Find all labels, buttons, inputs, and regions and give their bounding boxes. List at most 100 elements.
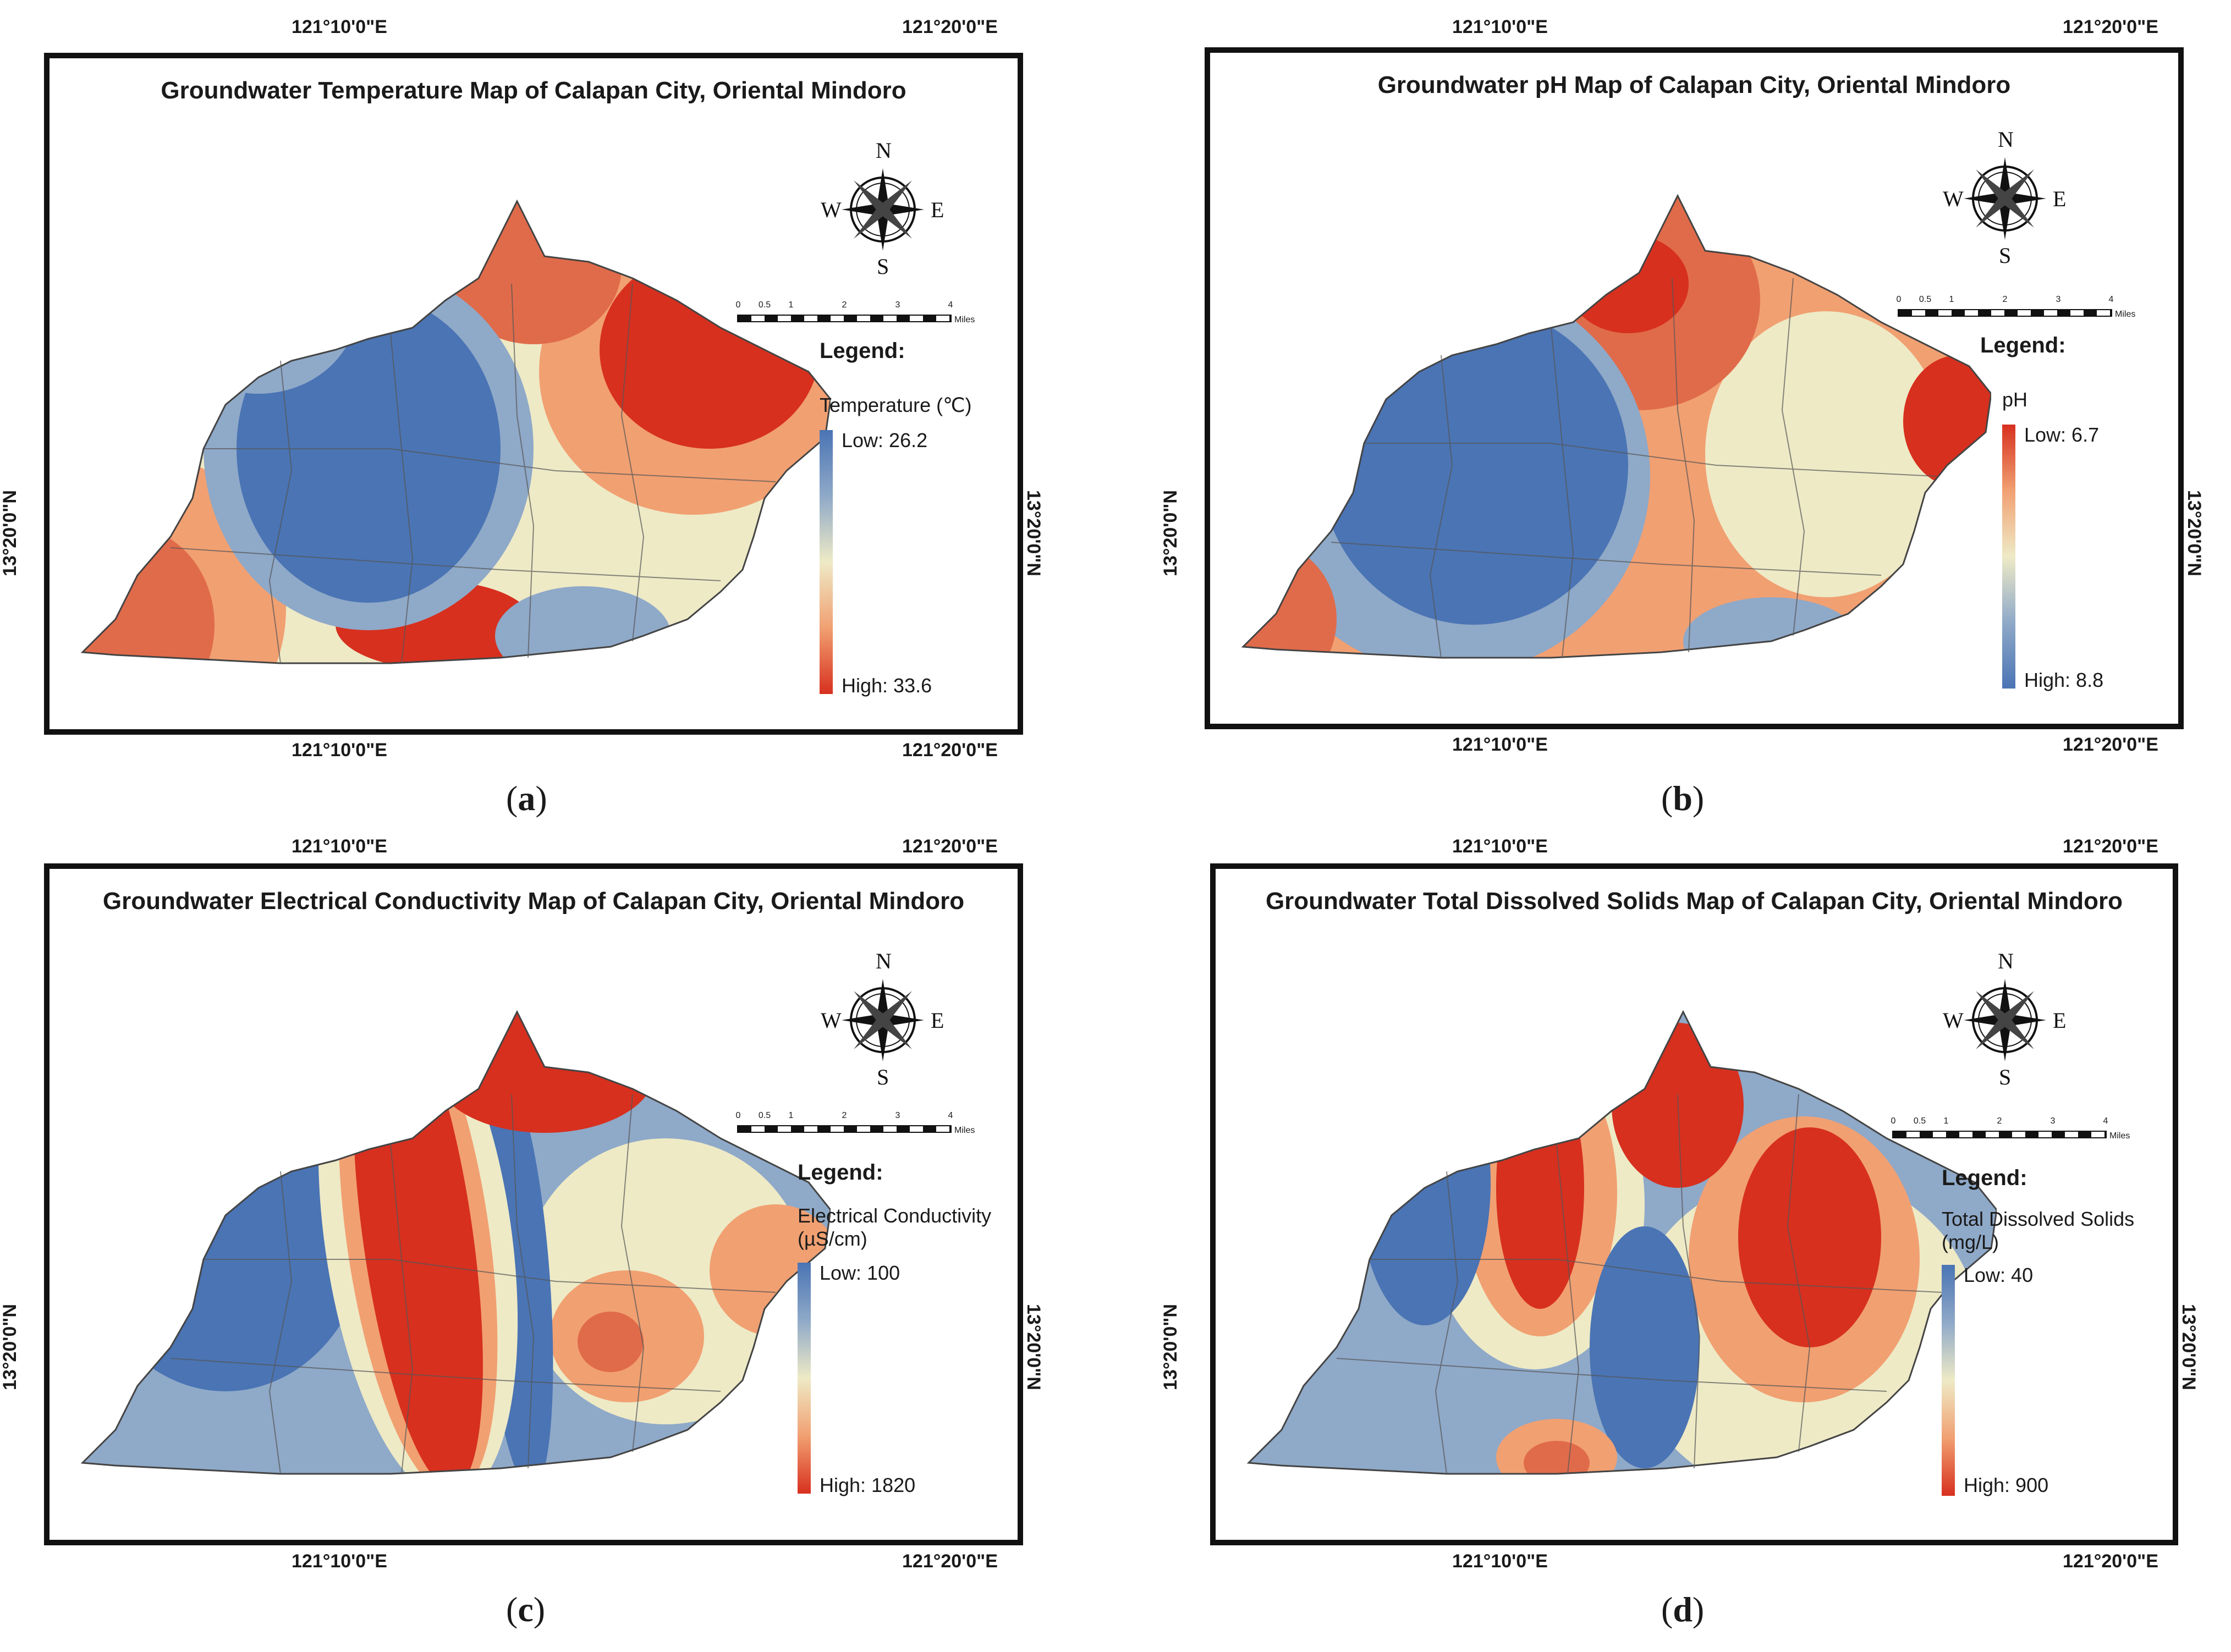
scale-tick: 0 <box>1896 295 1902 304</box>
north-arrow: N S W E <box>820 949 946 1089</box>
legend-low-label: Low: 26.2 <box>842 429 928 451</box>
scale-tick: 0 <box>1891 1116 1896 1126</box>
lat-label-right: 13°20'0"N <box>1023 1304 1044 1390</box>
compass-s: S <box>877 254 889 279</box>
compass-w: W <box>1943 186 1964 211</box>
map-surface <box>80 1010 831 1475</box>
legend-title: Legend: <box>820 339 905 363</box>
legend-low-label: Low: 100 <box>820 1262 900 1284</box>
lat-label-right: 13°20'0"N <box>1023 490 1044 576</box>
scale-tick: 1 <box>788 1111 794 1120</box>
panel-a: 121°10'0"E 121°20'0"E Groundwater Temper… <box>0 0 1111 825</box>
scale-tick: 0 <box>735 300 741 310</box>
panel-c: 121°10'0"E 121°20'0"E Groundwater Electr… <box>0 825 1111 1650</box>
legend-title: Legend: <box>798 1160 883 1185</box>
lon-label-bottom-1: 121°10'0"E <box>1452 734 1548 755</box>
legend-variable-unit: (µS/cm) <box>798 1227 867 1250</box>
caption-letter: a <box>518 779 536 818</box>
lon-label-bottom-2: 121°20'0"E <box>902 740 998 761</box>
compass-s: S <box>1999 1065 2012 1089</box>
lat-label-right: 13°20'0"N <box>2178 1304 2199 1390</box>
panel-caption: (b) <box>1661 779 1705 818</box>
legend-variable: Temperature (℃) <box>820 394 972 416</box>
scale-tick: 3 <box>895 1111 900 1120</box>
legend-variable-unit: (mg/L) <box>1942 1231 1999 1253</box>
scale-ticks: 0 0.5 1 2 3 4 <box>1891 1116 2112 1130</box>
scale-bar-graphic <box>1892 1131 2107 1138</box>
map-frame: Groundwater Electrical Conductivity Map … <box>44 863 1023 1545</box>
compass-rose-icon <box>842 168 924 251</box>
scale-tick: 0 <box>735 1111 741 1120</box>
scale-unit: Miles <box>2109 1131 2130 1141</box>
caption-letter: d <box>1673 1590 1693 1629</box>
compass-n: N <box>876 138 892 163</box>
lon-label-top-1: 121°10'0"E <box>292 836 387 857</box>
legend-color-ramp <box>798 1263 811 1494</box>
legend-color-ramp <box>820 430 833 694</box>
lon-label-top-1: 121°10'0"E <box>1452 16 1548 37</box>
scale-ticks: 0 0.5 1 2 3 4 <box>735 1111 957 1124</box>
compass-w: W <box>821 1008 842 1033</box>
legend-low-label: Low: 6.7 <box>2024 423 2100 446</box>
legend-color-ramp <box>1942 1265 1955 1496</box>
lon-label-bottom-1: 121°10'0"E <box>292 740 387 761</box>
scale-unit: Miles <box>2115 310 2136 319</box>
map-frame: Groundwater Temperature Map of Calapan C… <box>44 53 1023 735</box>
caption-letter: c <box>518 1590 534 1629</box>
north-arrow: N S W E <box>1942 949 2068 1089</box>
compass-e: E <box>2053 186 2067 211</box>
scale-bar: 0 0.5 1 2 3 4 Miles <box>735 1111 975 1149</box>
north-arrow: N S W E <box>820 138 946 279</box>
map-title: Groundwater pH Map of Calapan City, Orie… <box>1377 71 2011 98</box>
compass-rose-icon <box>1964 979 2046 1061</box>
legend-high-label: High: 33.6 <box>842 674 932 697</box>
lon-label-bottom-2: 121°20'0"E <box>2063 734 2158 755</box>
scale-tick: 3 <box>2050 1116 2056 1126</box>
map-surface <box>1241 194 1991 659</box>
compass-e: E <box>931 1008 944 1033</box>
scale-tick: 2 <box>842 1111 847 1120</box>
lon-label-bottom-2: 121°20'0"E <box>2063 1551 2158 1572</box>
compass-s: S <box>877 1065 889 1089</box>
lat-label-left: 13°20'0"N <box>1160 1304 1181 1390</box>
scale-tick: 1 <box>1943 1116 1949 1126</box>
panel-caption: (c) <box>506 1590 546 1629</box>
scale-bar-graphic <box>737 1125 952 1133</box>
legend-high-label: High: 900 <box>1964 1474 2049 1496</box>
compass-e: E <box>931 197 944 222</box>
scale-tick: 3 <box>895 300 900 310</box>
lat-label-left: 13°20'0"N <box>0 1304 20 1390</box>
scale-tick: 0.5 <box>1913 1116 1926 1126</box>
legend-variable: pH <box>2002 388 2028 411</box>
map-title: Groundwater Electrical Conductivity Map … <box>102 888 965 915</box>
legend-title: Legend: <box>1980 333 2066 357</box>
lon-label-top-2: 121°20'0"E <box>2063 16 2158 37</box>
compass-w: W <box>821 197 842 222</box>
compass-w: W <box>1943 1008 1964 1033</box>
lon-label-top-2: 121°20'0"E <box>902 16 998 37</box>
compass-n: N <box>1998 949 2014 973</box>
scale-tick: 0.5 <box>758 300 771 310</box>
scale-bar: 0 0.5 1 2 3 4 Miles <box>735 300 975 339</box>
map-surface <box>1246 1010 1997 1475</box>
legend: Legend: Total Dissolved Solids (mg/L) Lo… <box>1920 1166 2162 1540</box>
map-frame: Groundwater Total Dissolved Solids Map o… <box>1210 863 2178 1545</box>
map-title: Groundwater Total Dissolved Solids Map o… <box>1265 888 2123 915</box>
scale-tick: 3 <box>2056 295 2061 304</box>
legend-color-ramp <box>2002 425 2015 689</box>
panel-caption: (a) <box>506 779 547 818</box>
legend-variable: Total Dissolved Solids <box>1942 1208 2135 1230</box>
lat-label-left: 13°20'0"N <box>1160 490 1181 576</box>
legend-variable: Electrical Conductivity <box>798 1204 992 1227</box>
panel-caption: (d) <box>1661 1590 1705 1629</box>
lat-label-right: 13°20'0"N <box>2183 490 2205 576</box>
panel-d: 121°10'0"E 121°20'0"E Groundwater Total … <box>1117 825 2228 1650</box>
scale-tick: 4 <box>948 1111 953 1120</box>
lon-label-top-1: 121°10'0"E <box>292 16 387 37</box>
legend-low-label: Low: 40 <box>1964 1264 2034 1286</box>
scale-tick: 1 <box>788 300 794 310</box>
scale-tick: 2 <box>842 300 847 310</box>
lon-label-top-2: 121°20'0"E <box>2063 836 2158 857</box>
scale-tick: 0.5 <box>758 1111 771 1120</box>
lat-label-left: 13°20'0"N <box>0 490 20 576</box>
